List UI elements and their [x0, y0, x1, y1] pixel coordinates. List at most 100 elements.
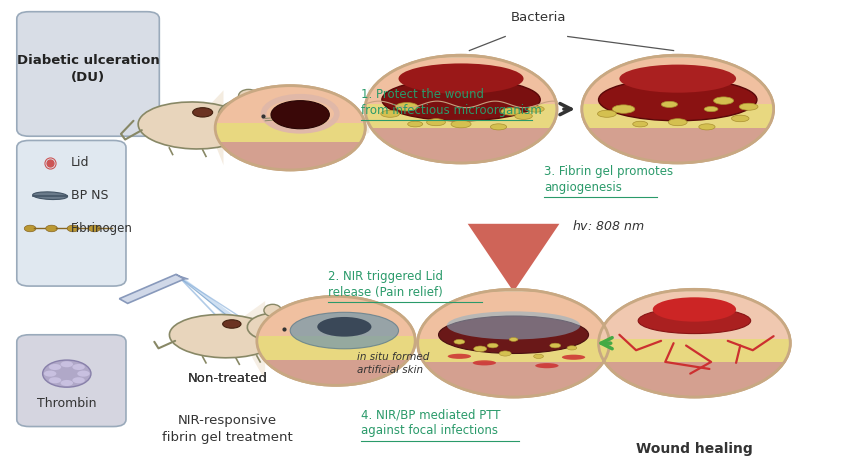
Text: 2. NIR triggered Lid
release (Pain relief): 2. NIR triggered Lid release (Pain relie… — [328, 270, 443, 299]
Ellipse shape — [487, 343, 498, 348]
Ellipse shape — [408, 121, 422, 127]
Polygon shape — [598, 339, 790, 362]
Polygon shape — [582, 105, 774, 128]
Circle shape — [88, 225, 100, 232]
Polygon shape — [119, 275, 184, 303]
Ellipse shape — [612, 105, 635, 114]
Ellipse shape — [499, 351, 511, 356]
Ellipse shape — [653, 297, 736, 322]
Ellipse shape — [638, 308, 751, 333]
Ellipse shape — [454, 340, 465, 344]
Polygon shape — [582, 128, 774, 165]
Ellipse shape — [77, 371, 90, 377]
Ellipse shape — [668, 119, 687, 126]
Ellipse shape — [740, 103, 758, 110]
Ellipse shape — [661, 101, 677, 107]
Circle shape — [46, 225, 58, 232]
Ellipse shape — [620, 65, 736, 93]
Circle shape — [417, 289, 609, 397]
Ellipse shape — [447, 311, 581, 340]
Ellipse shape — [562, 355, 586, 360]
Ellipse shape — [550, 343, 561, 348]
Ellipse shape — [193, 108, 212, 117]
Polygon shape — [176, 275, 189, 279]
Circle shape — [582, 55, 774, 163]
Circle shape — [25, 225, 36, 232]
Ellipse shape — [32, 192, 68, 200]
Polygon shape — [215, 123, 366, 142]
Ellipse shape — [732, 115, 749, 122]
Polygon shape — [257, 296, 415, 336]
Ellipse shape — [72, 377, 85, 383]
Text: Thrombin: Thrombin — [37, 397, 97, 410]
Ellipse shape — [439, 316, 588, 354]
Text: 4. NIR/BP mediated PTT
against focal infections: 4. NIR/BP mediated PTT against focal inf… — [361, 408, 501, 437]
Ellipse shape — [60, 380, 73, 386]
Text: 1. Protect the wound
from infectious microorganism: 1. Protect the wound from infectious mic… — [361, 88, 541, 116]
Polygon shape — [257, 359, 415, 385]
Text: NIR-responsive
fibrin gel treatment: NIR-responsive fibrin gel treatment — [162, 414, 293, 444]
Polygon shape — [179, 276, 244, 323]
Polygon shape — [598, 292, 790, 339]
Ellipse shape — [290, 312, 399, 349]
Ellipse shape — [451, 120, 471, 128]
Text: Non-treated: Non-treated — [188, 372, 268, 385]
Ellipse shape — [271, 101, 329, 129]
Ellipse shape — [534, 354, 543, 358]
Ellipse shape — [473, 360, 496, 365]
FancyBboxPatch shape — [17, 335, 126, 427]
Ellipse shape — [598, 79, 757, 121]
Ellipse shape — [509, 338, 518, 341]
Ellipse shape — [42, 360, 91, 387]
Polygon shape — [234, 301, 265, 381]
Ellipse shape — [473, 346, 487, 352]
Polygon shape — [366, 128, 557, 165]
Ellipse shape — [501, 108, 521, 115]
Ellipse shape — [528, 106, 544, 112]
Ellipse shape — [567, 346, 577, 350]
Text: Lid: Lid — [71, 156, 89, 170]
Ellipse shape — [395, 103, 418, 111]
Ellipse shape — [48, 377, 61, 383]
Circle shape — [366, 55, 557, 163]
Ellipse shape — [239, 89, 258, 103]
Ellipse shape — [44, 371, 56, 377]
Ellipse shape — [381, 110, 400, 117]
Polygon shape — [366, 57, 557, 105]
Polygon shape — [598, 362, 790, 399]
Ellipse shape — [223, 320, 241, 328]
Polygon shape — [257, 336, 415, 359]
Ellipse shape — [598, 110, 616, 117]
Polygon shape — [202, 90, 224, 165]
Ellipse shape — [490, 124, 507, 130]
FancyBboxPatch shape — [17, 140, 126, 286]
Polygon shape — [215, 142, 366, 170]
Text: BP NS: BP NS — [71, 189, 109, 202]
Polygon shape — [366, 105, 557, 128]
Ellipse shape — [699, 124, 715, 130]
Circle shape — [598, 289, 790, 397]
Polygon shape — [582, 57, 774, 105]
Text: Wound healing: Wound healing — [636, 441, 753, 455]
Text: $hv$: 808 nm: $hv$: 808 nm — [572, 219, 644, 233]
Circle shape — [257, 296, 415, 385]
Ellipse shape — [139, 102, 251, 149]
Text: Fibrinogen: Fibrinogen — [71, 222, 133, 235]
Ellipse shape — [72, 364, 85, 370]
Ellipse shape — [48, 364, 61, 370]
Polygon shape — [468, 224, 559, 292]
Ellipse shape — [704, 106, 718, 112]
Ellipse shape — [632, 121, 648, 127]
Ellipse shape — [399, 64, 524, 94]
Polygon shape — [417, 362, 609, 399]
Polygon shape — [361, 86, 370, 137]
Circle shape — [67, 225, 79, 232]
Ellipse shape — [317, 317, 371, 337]
Ellipse shape — [247, 313, 300, 341]
Ellipse shape — [515, 113, 532, 119]
Ellipse shape — [218, 99, 275, 129]
Ellipse shape — [382, 79, 541, 121]
FancyBboxPatch shape — [17, 12, 159, 136]
Ellipse shape — [60, 361, 73, 367]
Ellipse shape — [169, 315, 278, 358]
